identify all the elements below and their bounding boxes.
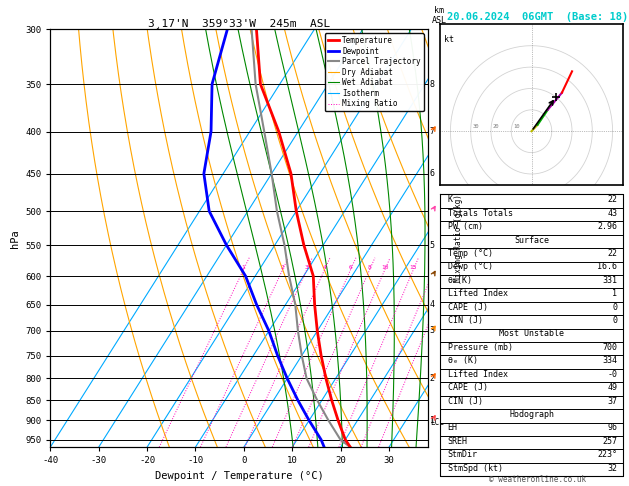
Text: 20: 20 bbox=[493, 124, 499, 129]
Text: 49: 49 bbox=[607, 383, 617, 392]
Text: Lifted Index: Lifted Index bbox=[448, 370, 508, 379]
Text: 7: 7 bbox=[430, 127, 435, 136]
Text: 1: 1 bbox=[242, 265, 245, 270]
Text: 1: 1 bbox=[612, 289, 617, 298]
Text: 16.6: 16.6 bbox=[598, 262, 617, 271]
Text: 22: 22 bbox=[607, 249, 617, 258]
Text: 2: 2 bbox=[430, 374, 435, 383]
Text: 223°: 223° bbox=[598, 451, 617, 459]
Text: 8: 8 bbox=[430, 80, 435, 88]
Text: 700: 700 bbox=[602, 343, 617, 352]
Text: 15: 15 bbox=[409, 265, 417, 270]
Y-axis label: hPa: hPa bbox=[9, 229, 19, 247]
Text: Hodograph: Hodograph bbox=[509, 410, 554, 419]
Text: Most Unstable: Most Unstable bbox=[499, 330, 564, 338]
Text: © weatheronline.co.uk: © weatheronline.co.uk bbox=[489, 474, 586, 484]
Text: km
ASL: km ASL bbox=[431, 5, 447, 25]
Text: K: K bbox=[448, 195, 453, 204]
Text: 6: 6 bbox=[348, 265, 352, 270]
Text: CIN (J): CIN (J) bbox=[448, 397, 482, 406]
Text: CAPE (J): CAPE (J) bbox=[448, 383, 487, 392]
Legend: Temperature, Dewpoint, Parcel Trajectory, Dry Adiabat, Wet Adiabat, Isotherm, Mi: Temperature, Dewpoint, Parcel Trajectory… bbox=[325, 33, 424, 111]
Title: 3¸17'N  359°33'W  245m  ASL: 3¸17'N 359°33'W 245m ASL bbox=[148, 18, 330, 28]
Text: 0: 0 bbox=[612, 303, 617, 312]
Text: PW (cm): PW (cm) bbox=[448, 222, 482, 231]
Text: 10: 10 bbox=[513, 124, 520, 129]
Text: 5: 5 bbox=[430, 241, 435, 249]
Text: -0: -0 bbox=[607, 370, 617, 379]
Text: LCL: LCL bbox=[430, 418, 444, 427]
Text: 22: 22 bbox=[607, 195, 617, 204]
Text: 20.06.2024  06GMT  (Base: 18): 20.06.2024 06GMT (Base: 18) bbox=[447, 12, 628, 22]
Text: EH: EH bbox=[448, 423, 457, 433]
Text: Mixing Ratio (g/kg): Mixing Ratio (g/kg) bbox=[454, 194, 463, 282]
Text: CAPE (J): CAPE (J) bbox=[448, 303, 487, 312]
Text: CIN (J): CIN (J) bbox=[448, 316, 482, 325]
Text: 6: 6 bbox=[430, 169, 435, 178]
Text: Temp (°C): Temp (°C) bbox=[448, 249, 493, 258]
Text: 96: 96 bbox=[607, 423, 617, 433]
Text: θₑ (K): θₑ (K) bbox=[448, 356, 477, 365]
Text: 4: 4 bbox=[430, 300, 435, 309]
Text: Totals Totals: Totals Totals bbox=[448, 208, 513, 218]
Text: 2: 2 bbox=[281, 265, 284, 270]
Text: SREH: SREH bbox=[448, 437, 467, 446]
Text: 3: 3 bbox=[430, 327, 435, 335]
Text: 32: 32 bbox=[607, 464, 617, 473]
Text: 8: 8 bbox=[367, 265, 371, 270]
Text: 2.96: 2.96 bbox=[598, 222, 617, 231]
Text: Lifted Index: Lifted Index bbox=[448, 289, 508, 298]
Text: Pressure (mb): Pressure (mb) bbox=[448, 343, 513, 352]
Text: StmDir: StmDir bbox=[448, 451, 477, 459]
Text: Dewp (°C): Dewp (°C) bbox=[448, 262, 493, 271]
Text: 37: 37 bbox=[607, 397, 617, 406]
Text: StmSpd (kt): StmSpd (kt) bbox=[448, 464, 503, 473]
Text: θₑ(K): θₑ(K) bbox=[448, 276, 472, 285]
Text: 331: 331 bbox=[602, 276, 617, 285]
Text: 334: 334 bbox=[602, 356, 617, 365]
Text: kt: kt bbox=[444, 35, 454, 44]
Text: 4: 4 bbox=[323, 265, 326, 270]
Text: 0: 0 bbox=[612, 316, 617, 325]
Text: Surface: Surface bbox=[514, 236, 549, 244]
Text: 10: 10 bbox=[381, 265, 389, 270]
Text: 30: 30 bbox=[473, 124, 479, 129]
Text: 257: 257 bbox=[602, 437, 617, 446]
Text: 3: 3 bbox=[305, 265, 308, 270]
Text: 43: 43 bbox=[607, 208, 617, 218]
Text: 1: 1 bbox=[430, 416, 435, 425]
X-axis label: Dewpoint / Temperature (°C): Dewpoint / Temperature (°C) bbox=[155, 471, 323, 481]
